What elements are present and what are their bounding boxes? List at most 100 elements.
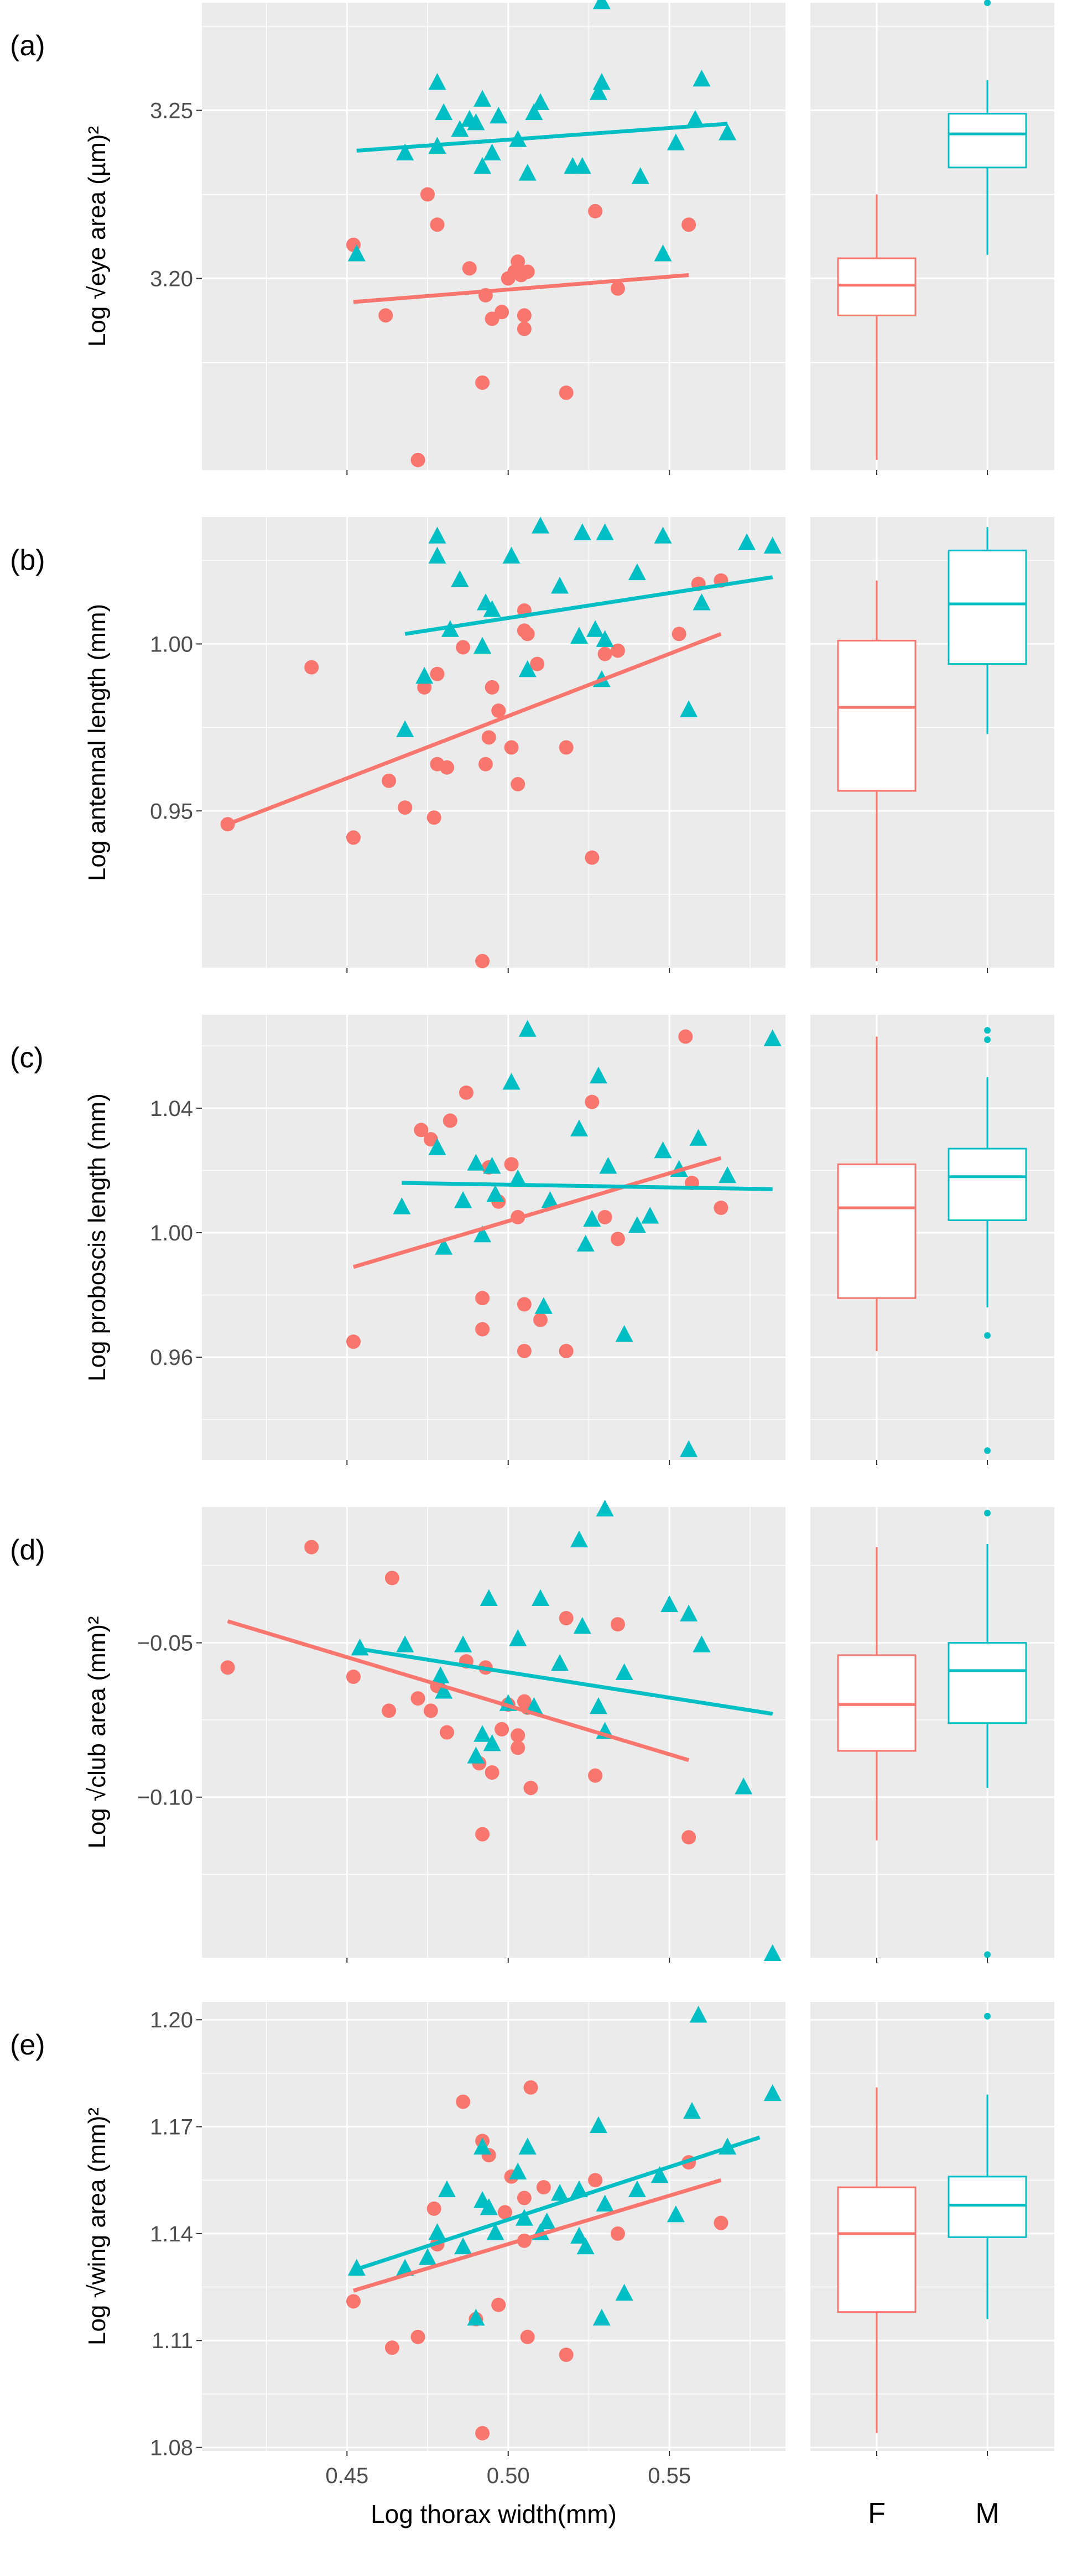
x-tick-label: 0.55 (648, 2464, 691, 2488)
box-iqr (948, 1148, 1027, 1222)
data-point-F (610, 1617, 625, 1632)
data-point-F (475, 953, 490, 968)
data-point-F (475, 1291, 490, 1306)
data-point-M (763, 1944, 782, 1961)
panel-c: 0.96 1.00 1.04 Log proboscis length (mm) (c) (10, 1015, 1054, 1465)
y-axis-title: Log √eye area (µm)² (84, 126, 111, 347)
data-point-M (654, 526, 672, 544)
data-point-M (415, 666, 434, 684)
data-point-F (559, 2348, 574, 2362)
data-point-M (693, 593, 711, 611)
data-point-F (597, 646, 612, 661)
data-point-M (467, 1154, 485, 1171)
y-axis-title: Log antennal length (mm) (84, 604, 111, 881)
data-point-F (511, 776, 525, 791)
panel-tag: (c) (10, 1042, 44, 1074)
data-point-M (735, 1777, 753, 1795)
y-axis-title: Log √wing area (mm)² (84, 2108, 111, 2345)
series-M (396, 517, 782, 737)
data-point-F (346, 830, 361, 845)
data-point-M (550, 1654, 569, 1671)
box-iqr (837, 1163, 917, 1299)
y-tick-label: −0.05 (137, 1631, 193, 1656)
data-point-F (478, 757, 493, 771)
y-tick-label: 3.20 (150, 267, 193, 291)
data-point-M (596, 523, 614, 540)
data-point-F (485, 680, 499, 695)
regression-line-M (360, 1647, 773, 1716)
data-point-F (417, 680, 432, 695)
data-point-F (423, 1132, 438, 1147)
regression-line-F (352, 1156, 722, 1269)
data-point-F (610, 643, 625, 658)
data-point-F (520, 264, 535, 279)
outlier-point (984, 0, 991, 6)
outlier-point (984, 1027, 991, 1034)
data-point-M (576, 2237, 595, 2255)
data-point-F (382, 773, 397, 788)
data-point-F (681, 1830, 696, 1845)
data-point-M (509, 1629, 527, 1646)
box-iqr (948, 113, 1027, 169)
data-point-M (347, 244, 366, 262)
data-point-M (589, 2116, 607, 2134)
panel-b: 0.95 1.00 Log antennal length (mm) (b) (10, 517, 1054, 973)
data-point-F (714, 2215, 728, 2230)
data-point-M (651, 2166, 669, 2183)
y-axis-title: Log √club area (mm)² (84, 1616, 111, 1848)
data-point-F (414, 1123, 429, 1138)
data-point-M (570, 1530, 588, 1547)
data-point-F (382, 1703, 397, 1718)
data-point-F (410, 452, 425, 467)
data-point-M (763, 536, 782, 554)
data-point-M (599, 1156, 617, 1174)
outlier-point (984, 1036, 991, 1044)
data-point-M (473, 1725, 492, 1742)
y-tick-label: 1.08 (150, 2436, 193, 2460)
panel-d: −0.10 −0.05 Log √club area (mm)² (d) (10, 1499, 1054, 1963)
data-point-M (473, 90, 492, 107)
data-point-M (518, 1020, 537, 1037)
data-point-M (570, 2226, 588, 2244)
box-iqr (948, 549, 1027, 665)
data-point-F (530, 656, 545, 671)
data-point-F (304, 1540, 319, 1555)
data-point-F (475, 1827, 490, 1842)
data-point-F (420, 187, 435, 202)
data-point-F (410, 1691, 425, 1706)
data-point-M (586, 620, 605, 637)
y-tick-label: 1.11 (152, 2329, 193, 2353)
data-point-M (396, 1635, 414, 1652)
regression-line-F (227, 632, 722, 826)
data-point-F (304, 660, 319, 675)
data-point-F (517, 1297, 532, 1312)
data-point-F (495, 1722, 509, 1737)
data-point-F (346, 2294, 361, 2309)
boxplot-F (837, 2087, 917, 2433)
series-M (347, 2005, 782, 2326)
y-tick-label: 1.17 (150, 2115, 193, 2140)
data-point-M (628, 563, 646, 581)
data-point-M (738, 533, 756, 550)
data-point-M (576, 1234, 595, 1252)
data-point-M (660, 1595, 679, 1613)
y-tick-label: 1.00 (150, 1221, 193, 1245)
data-point-F (517, 308, 532, 323)
box-iqr (837, 257, 917, 316)
data-point-F (384, 2340, 399, 2355)
data-point-M (667, 2205, 685, 2223)
data-point-M (473, 1225, 492, 1243)
data-point-F (481, 730, 496, 745)
data-point-F (456, 2094, 471, 2109)
boxplot-M (948, 2012, 1027, 2319)
data-point-M (518, 660, 537, 677)
data-point-F (398, 800, 413, 815)
data-point-M (570, 627, 588, 644)
outlier-point (984, 1332, 991, 1339)
boxplot-F (837, 1547, 917, 1840)
data-point-M (502, 1072, 521, 1090)
boxplot-M (948, 0, 1027, 255)
data-point-M (615, 1663, 633, 1680)
data-point-F (559, 740, 574, 755)
data-point-F (485, 1765, 499, 1780)
